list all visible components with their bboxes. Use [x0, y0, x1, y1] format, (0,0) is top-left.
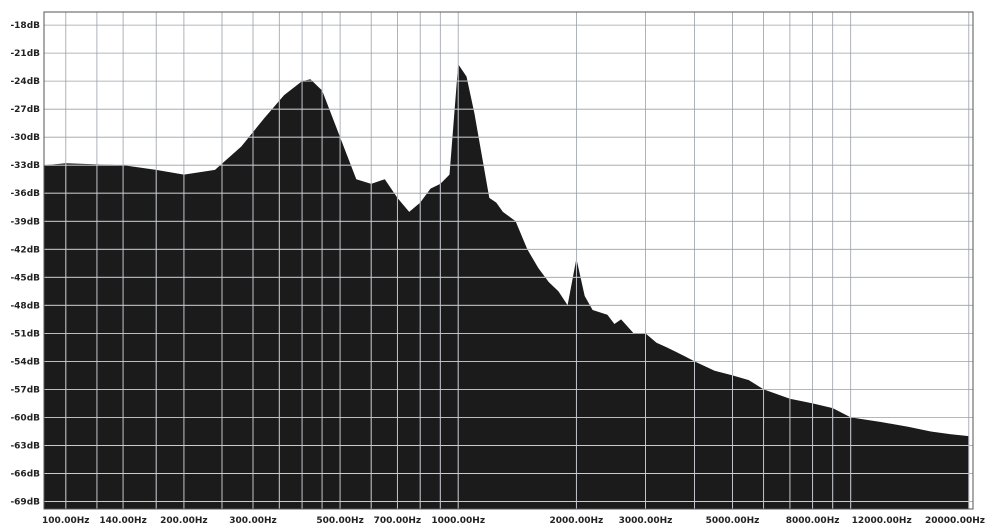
x-tick-label: 500.00Hz [316, 516, 364, 526]
y-tick-label: -54dB [10, 357, 40, 367]
y-tick-label: -24dB [10, 77, 40, 87]
y-tick-label: -42dB [10, 245, 40, 255]
y-axis-tick-labels: -18dB -21dB -24dB -27dB -30dB -33dB -36dB -39dB… [10, 21, 40, 507]
y-tick-label: -39dB [10, 217, 40, 227]
y-tick-label: -18dB [10, 21, 40, 31]
y-tick-label: -63dB [10, 442, 40, 452]
x-tick-label: 140.00Hz [99, 516, 147, 526]
x-axis-tick-labels: 100.00Hz 140.00Hz 200.00Hz 300.00Hz 500.00Hz… [42, 516, 985, 526]
y-tick-label: -36dB [10, 189, 40, 199]
x-tick-label: 8000.00Hz [786, 516, 840, 526]
y-tick-label: -60dB [10, 413, 40, 423]
plot-frame [43, 11, 974, 510]
spectrum-area [44, 64, 969, 510]
plot-area [44, 64, 969, 510]
x-tick-label: 300.00Hz [229, 516, 277, 526]
y-tick-label: -57dB [10, 385, 40, 395]
y-tick-label: -51dB [10, 329, 40, 339]
x-tick-label: 100.00Hz [42, 516, 90, 526]
x-tick-label: 700.00Hz [374, 516, 422, 526]
y-tick-label: -27dB [10, 105, 40, 115]
y-tick-label: -30dB [10, 133, 40, 143]
x-tick-label: 12000.00Hz [852, 516, 912, 526]
x-tick-label: 5000.00Hz [706, 516, 760, 526]
x-tick-label: 200.00Hz [160, 516, 208, 526]
y-tick-label: -45dB [10, 273, 40, 283]
y-tick-label: -21dB [10, 49, 40, 59]
x-tick-label: 20000.00Hz [925, 516, 985, 526]
y-tick-label: -69dB [10, 498, 40, 508]
y-tick-label: -48dB [10, 301, 40, 311]
x-tick-label: 2000.00Hz [550, 516, 604, 526]
x-tick-label: 3000.00Hz [619, 516, 673, 526]
x-tick-label: 1000.00Hz [431, 516, 485, 526]
y-tick-label: -66dB [10, 470, 40, 480]
y-tick-label: -33dB [10, 161, 40, 171]
